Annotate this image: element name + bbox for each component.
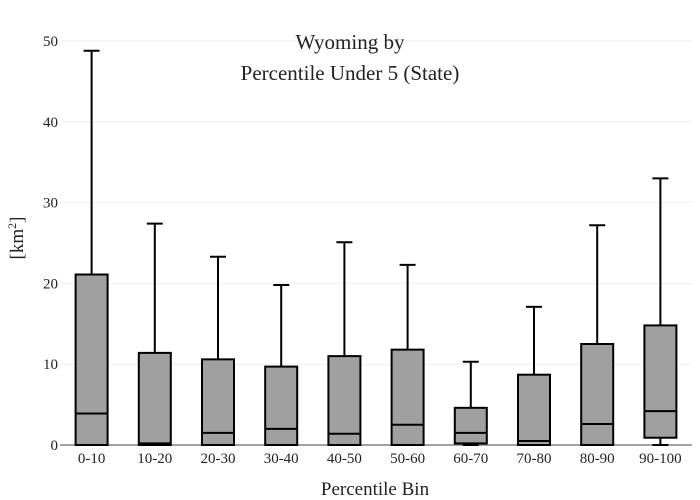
y-tick-labels: 0 10 20 30 40 50 xyxy=(43,34,58,454)
x-tick-label-50-60: 50-60 xyxy=(390,451,425,467)
box-40-50 xyxy=(327,241,362,446)
x-tick-labels: 0-10 10-20 20-30 30-40 40-50 50-60 60-70 70-80 8… xyxy=(78,451,682,467)
y-tick-label-20: 20 xyxy=(43,276,58,292)
box-rect-40-50 xyxy=(327,355,362,446)
y-tick-label-0: 0 xyxy=(51,438,59,454)
box-rect-60-70 xyxy=(453,406,488,445)
boxes xyxy=(74,49,678,447)
y-axis-title-end: ] xyxy=(7,217,28,223)
x-tick-label-0-10: 0-10 xyxy=(78,451,106,467)
box-0-10 xyxy=(74,49,109,446)
y-tick-label-40: 40 xyxy=(43,115,58,131)
box-50-60 xyxy=(390,263,425,447)
box-90-100 xyxy=(643,177,678,446)
y-axis-title: [km2] xyxy=(5,217,28,260)
box-20-30 xyxy=(201,255,235,446)
box-rect-80-90 xyxy=(580,343,615,446)
y-tick-label-10: 10 xyxy=(43,357,58,373)
x-axis-title: Percentile Bin xyxy=(321,479,430,500)
x-tick-label-20-30: 20-30 xyxy=(201,451,236,467)
box-rect-70-80 xyxy=(517,373,551,447)
box-60-70 xyxy=(453,360,488,446)
x-tick-label-30-40: 30-40 xyxy=(264,451,299,467)
box-70-80 xyxy=(517,305,551,447)
box-rect-50-60 xyxy=(390,348,425,447)
box-rect-20-30 xyxy=(201,358,235,446)
x-tick-label-90-100: 90-100 xyxy=(639,451,682,467)
y-tick-label-30: 30 xyxy=(43,196,58,212)
box-rect-30-40 xyxy=(264,365,299,446)
box-rect-10-20 xyxy=(137,351,172,446)
box-10-20 xyxy=(137,222,172,446)
y-axis-title-superscript: 2 xyxy=(5,223,19,229)
x-tick-label-10-20: 10-20 xyxy=(137,451,172,467)
box-80-90 xyxy=(580,224,615,446)
box-30-40 xyxy=(264,284,299,446)
chart-title-line-2: Percentile Under 5 (State) xyxy=(241,61,460,85)
box-rect-0-10 xyxy=(74,273,109,446)
y-tick-label-50: 50 xyxy=(43,34,58,50)
x-tick-label-70-80: 70-80 xyxy=(517,451,552,467)
y-axis-title-base: [km xyxy=(7,229,28,260)
chart-title-line-1: Wyoming by xyxy=(296,30,405,54)
x-tick-label-40-50: 40-50 xyxy=(327,451,362,467)
x-tick-label-60-70: 60-70 xyxy=(453,451,488,467)
box-rect-90-100 xyxy=(643,324,678,439)
x-tick-label-80-90: 80-90 xyxy=(580,451,615,467)
